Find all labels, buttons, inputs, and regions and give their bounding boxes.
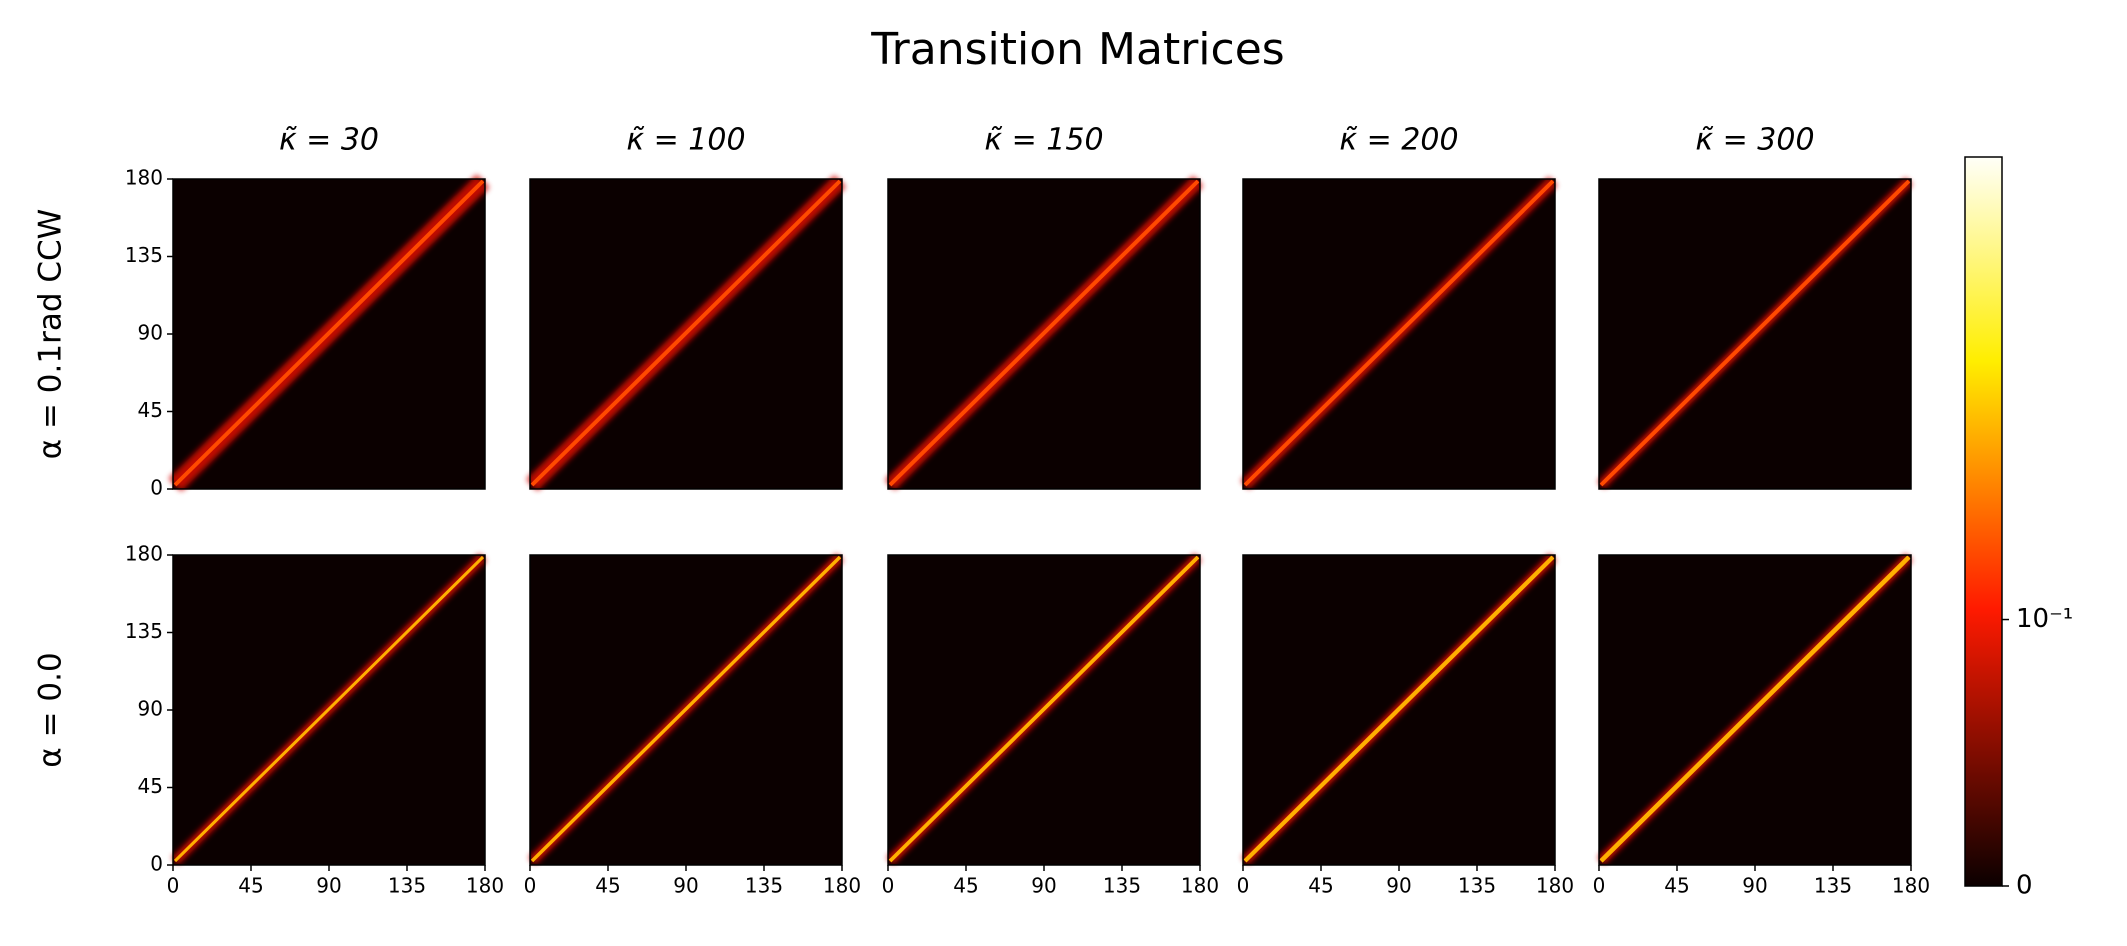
heat-band [1241, 553, 1557, 865]
x-tick-label: 135 [1814, 874, 1852, 898]
chart-title: Transition Matrices [870, 24, 1284, 75]
x-tick-label: 90 [1742, 874, 1767, 898]
x-tick-label: 0 [1237, 874, 1250, 898]
panel-frame [887, 178, 1201, 490]
column-title: κ̃ = 300 [1695, 123, 1814, 158]
heat-band-core [1243, 179, 1555, 487]
heat-band-core [530, 179, 842, 487]
y-tick-label: 90 [138, 321, 163, 345]
panel-frame [1242, 178, 1556, 490]
y-tick-label: 135 [125, 619, 163, 643]
heat-band [528, 553, 844, 865]
heat-band-core [888, 179, 1200, 487]
y-tick-label: 90 [138, 697, 163, 721]
x-tick-label: 45 [1308, 874, 1333, 898]
column-title: κ̃ = 30 [279, 123, 379, 158]
heat-band [886, 553, 1202, 865]
x-tick-label: 135 [745, 874, 783, 898]
x-tick-label: 45 [595, 874, 620, 898]
x-tick-label: 0 [1593, 874, 1606, 898]
heat-band-core [1599, 179, 1911, 487]
x-tick-label: 180 [466, 874, 504, 898]
heat-band-core [1599, 555, 1911, 863]
heat-band [1597, 177, 1913, 489]
heat-band-core [530, 555, 842, 863]
x-tick-label: 0 [524, 874, 537, 898]
x-tick-label: 45 [238, 874, 263, 898]
x-tick-label: 135 [1458, 874, 1496, 898]
row-label: α = 0.1rad CCW [33, 209, 69, 460]
x-tick-label: 180 [1892, 874, 1930, 898]
panel-frame [529, 178, 843, 490]
x-tick-label: 0 [882, 874, 895, 898]
x-tick-label: 0 [167, 874, 180, 898]
y-tick-label: 45 [138, 774, 163, 798]
x-tick-label: 90 [673, 874, 698, 898]
column-title: κ̃ = 200 [1339, 123, 1458, 158]
x-tick-label: 90 [1031, 874, 1056, 898]
x-tick-label: 90 [316, 874, 341, 898]
x-tick-label: 90 [1386, 874, 1411, 898]
y-tick-label: 0 [150, 852, 163, 876]
panel-frame [1598, 178, 1912, 490]
x-tick-label: 135 [388, 874, 426, 898]
y-tick-label: 135 [125, 243, 163, 267]
y-tick-label: 180 [125, 166, 163, 190]
colorbar-tick-label: 0 [2016, 871, 2033, 901]
heat-band-core [173, 555, 485, 863]
heat-band [168, 174, 490, 492]
x-tick-label: 135 [1103, 874, 1141, 898]
colorbar-tick-label: 10⁻¹ [2016, 604, 2073, 634]
heat-band-core [173, 179, 485, 487]
column-title: κ̃ = 100 [626, 123, 745, 158]
x-tick-label: 180 [1536, 874, 1574, 898]
heat-band-core [1243, 555, 1555, 863]
x-tick-label: 45 [1664, 874, 1689, 898]
x-tick-label: 45 [953, 874, 978, 898]
heat-band [885, 176, 1203, 490]
y-tick-label: 0 [150, 476, 163, 500]
colorbar [1964, 156, 2003, 887]
y-tick-label: 45 [138, 398, 163, 422]
heat-band [1597, 553, 1913, 865]
heat-band [171, 553, 487, 865]
row-label: α = 0.0 [33, 652, 69, 767]
x-tick-label: 180 [1181, 874, 1219, 898]
column-title: κ̃ = 150 [984, 123, 1103, 158]
heat-band [526, 175, 846, 491]
heat-band [1240, 176, 1558, 490]
x-tick-label: 180 [823, 874, 861, 898]
heat-band-core [888, 555, 1200, 863]
y-tick-label: 180 [125, 542, 163, 566]
